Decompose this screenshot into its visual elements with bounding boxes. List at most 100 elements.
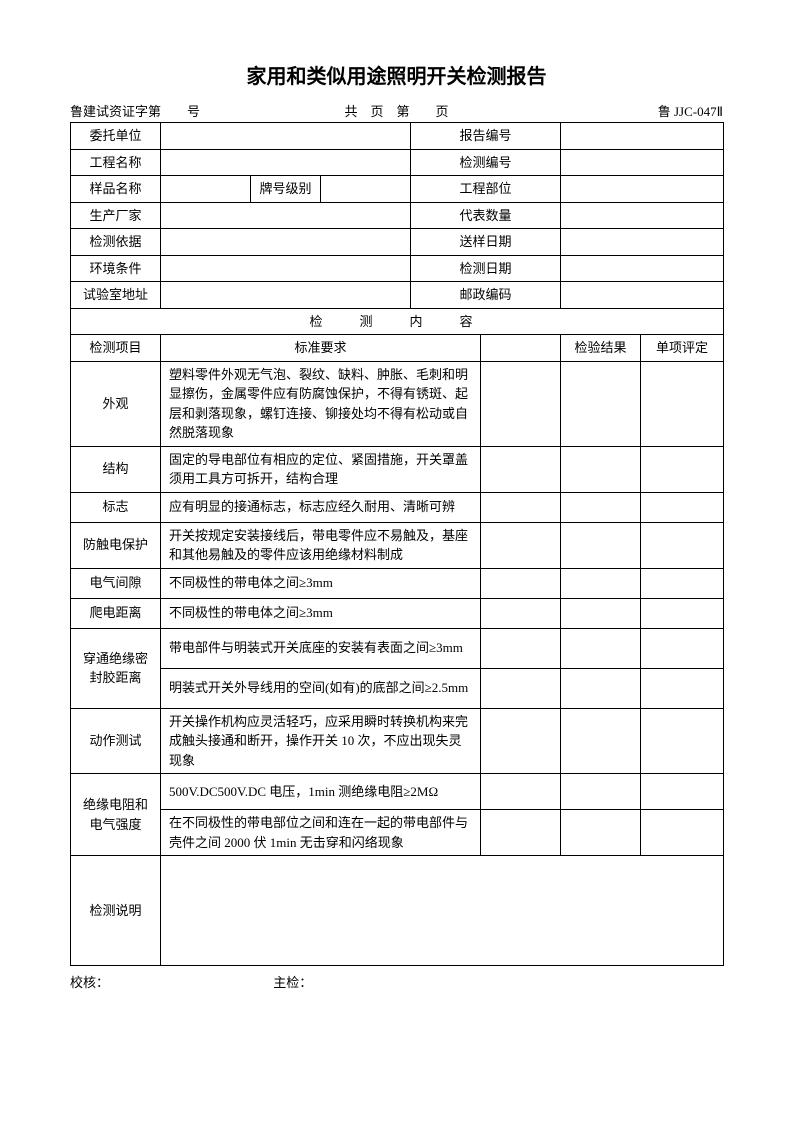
footer-line: 校核： 主检： — [70, 972, 723, 991]
info-row: 检测依据 送样日期 — [71, 229, 724, 256]
item-eval — [641, 361, 724, 446]
item-blank — [481, 810, 561, 856]
item-label: 标志 — [71, 492, 161, 522]
section-header: 检 测 内 容 — [71, 308, 724, 335]
item-result — [561, 598, 641, 628]
item-eval — [641, 492, 724, 522]
item-result — [561, 810, 641, 856]
item-blank — [481, 598, 561, 628]
item-eval — [641, 668, 724, 708]
info-row: 环境条件 检测日期 — [71, 255, 724, 282]
item-req: 带电部件与明装式开关底座的安装有表面之间≥3mm — [161, 628, 481, 668]
col-检验结果: 检验结果 — [561, 335, 641, 362]
item-result — [561, 668, 641, 708]
value-委托单位 — [161, 123, 411, 150]
item-row-电气间隙: 电气间隙 不同极性的带电体之间≥3mm — [71, 568, 724, 598]
item-blank — [481, 668, 561, 708]
info-row: 工程名称 检测编号 — [71, 149, 724, 176]
section-header-row: 检 测 内 容 — [71, 308, 724, 335]
item-label: 电气间隙 — [71, 568, 161, 598]
value-检测依据 — [161, 229, 411, 256]
item-blank — [481, 568, 561, 598]
item-blank — [481, 708, 561, 774]
label-报告编号: 报告编号 — [411, 123, 561, 150]
footer-主检: 主检： — [273, 972, 312, 991]
item-blank — [481, 774, 561, 810]
item-req: 开关按规定安装接线后，带电零件应不易触及，基座和其他易触及的零件应该用绝缘材料制… — [161, 522, 481, 568]
item-result — [561, 628, 641, 668]
item-label: 爬电距离 — [71, 598, 161, 628]
value-报告编号 — [561, 123, 724, 150]
item-eval — [641, 628, 724, 668]
item-blank — [481, 492, 561, 522]
value-检测日期 — [561, 255, 724, 282]
item-label: 绝缘电阻和电气强度 — [71, 774, 161, 856]
item-label: 穿通绝缘密封胶距离 — [71, 628, 161, 708]
item-result — [561, 361, 641, 446]
item-result — [561, 492, 641, 522]
item-req: 不同极性的带电体之间≥3mm — [161, 568, 481, 598]
item-eval — [641, 522, 724, 568]
item-blank — [481, 446, 561, 492]
value-工程部位 — [561, 176, 724, 203]
item-label: 检测说明 — [71, 856, 161, 966]
report-table: 委托单位 报告编号 工程名称 检测编号 样品名称 牌号级别 工程部位 生产厂家 … — [70, 122, 724, 966]
info-row: 生产厂家 代表数量 — [71, 202, 724, 229]
label-委托单位: 委托单位 — [71, 123, 161, 150]
item-label: 动作测试 — [71, 708, 161, 774]
item-eval — [641, 598, 724, 628]
item-row-标志: 标志 应有明显的接通标志，标志应经久耐用、清晰可辨 — [71, 492, 724, 522]
value-环境条件 — [161, 255, 411, 282]
item-req — [161, 856, 724, 966]
item-req: 500V.DC500V.DC 电压，1min 测绝缘电阻≥2MΩ — [161, 774, 481, 810]
item-label: 结构 — [71, 446, 161, 492]
col-blank — [481, 335, 561, 362]
value-邮政编码 — [561, 282, 724, 309]
item-eval — [641, 810, 724, 856]
header-center: 共 页 第 页 — [288, 101, 506, 120]
label-环境条件: 环境条件 — [71, 255, 161, 282]
item-row-防触电保护: 防触电保护 开关按规定安装接线后，带电零件应不易触及，基座和其他易触及的零件应该… — [71, 522, 724, 568]
item-result — [561, 446, 641, 492]
item-eval — [641, 446, 724, 492]
label-邮政编码: 邮政编码 — [411, 282, 561, 309]
item-label: 外观 — [71, 361, 161, 446]
label-代表数量: 代表数量 — [411, 202, 561, 229]
column-header-row: 检测项目 标准要求 检验结果 单项评定 — [71, 335, 724, 362]
item-req: 塑料零件外观无气泡、裂纹、缺料、肿胀、毛刺和明显擦伤，金属零件应有防腐蚀保护，不… — [161, 361, 481, 446]
item-row-穿通b: 明装式开关外导线用的空间(如有)的底部之间≥2.5mm — [71, 668, 724, 708]
item-row-爬电距离: 爬电距离 不同极性的带电体之间≥3mm — [71, 598, 724, 628]
info-row: 样品名称 牌号级别 工程部位 — [71, 176, 724, 203]
info-row: 试验室地址 邮政编码 — [71, 282, 724, 309]
header-line: 鲁建试资证字第 号 共 页 第 页 鲁 JJC-047Ⅱ — [70, 101, 723, 120]
item-row-外观: 外观 塑料零件外观无气泡、裂纹、缺料、肿胀、毛刺和明显擦伤，金属零件应有防腐蚀保… — [71, 361, 724, 446]
label-牌号级别: 牌号级别 — [251, 176, 321, 203]
item-row-结构: 结构 固定的导电部位有相应的定位、紧固措施，开关罩盖须用工具方可拆开，结构合理 — [71, 446, 724, 492]
item-row-穿通a: 穿通绝缘密封胶距离 带电部件与明装式开关底座的安装有表面之间≥3mm — [71, 628, 724, 668]
item-result — [561, 568, 641, 598]
value-送样日期 — [561, 229, 724, 256]
info-row: 委托单位 报告编号 — [71, 123, 724, 150]
label-生产厂家: 生产厂家 — [71, 202, 161, 229]
header-right: 鲁 JJC-047Ⅱ — [505, 101, 723, 120]
label-试验室地址: 试验室地址 — [71, 282, 161, 309]
item-req: 在不同极性的带电部位之间和连在一起的带电部件与壳件之间 2000 伏 1min … — [161, 810, 481, 856]
item-result — [561, 774, 641, 810]
item-eval — [641, 568, 724, 598]
item-row-绝缘b: 在不同极性的带电部位之间和连在一起的带电部件与壳件之间 2000 伏 1min … — [71, 810, 724, 856]
item-blank — [481, 628, 561, 668]
label-工程部位: 工程部位 — [411, 176, 561, 203]
label-检测依据: 检测依据 — [71, 229, 161, 256]
item-eval — [641, 708, 724, 774]
col-标准要求: 标准要求 — [161, 335, 481, 362]
item-blank — [481, 522, 561, 568]
item-eval — [641, 774, 724, 810]
value-检测编号 — [561, 149, 724, 176]
value-生产厂家 — [161, 202, 411, 229]
footer-校核: 校核： — [70, 972, 270, 991]
page-title: 家用和类似用途照明开关检测报告 — [70, 60, 723, 89]
label-样品名称: 样品名称 — [71, 176, 161, 203]
value-代表数量 — [561, 202, 724, 229]
item-req: 固定的导电部位有相应的定位、紧固措施，开关罩盖须用工具方可拆开，结构合理 — [161, 446, 481, 492]
value-样品名称 — [161, 176, 251, 203]
